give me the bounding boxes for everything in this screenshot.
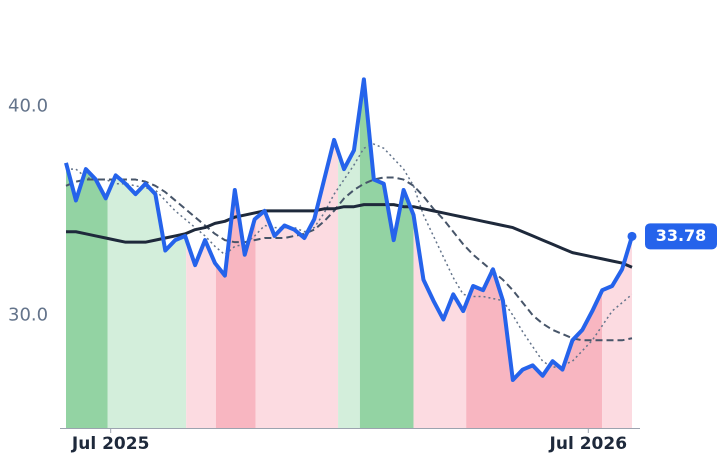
line-solid	[66, 203, 633, 269]
last-point	[627, 231, 637, 241]
line-solid	[64, 77, 634, 382]
region-area	[66, 162, 108, 428]
region-area	[186, 238, 216, 428]
x-tick-label: Jul 2026	[549, 434, 628, 454]
y-tick-label: 30.0	[8, 304, 48, 325]
region-area	[466, 269, 603, 428]
y-tick-label: 40.0	[8, 95, 48, 116]
line-dotted	[66, 143, 633, 369]
region-area	[338, 107, 360, 428]
x-tick-label: Jul 2025	[71, 434, 150, 454]
region-area	[107, 175, 187, 428]
region-area	[215, 189, 256, 428]
value-badge	[645, 223, 717, 250]
region-area	[413, 215, 467, 428]
line-dashed	[65, 176, 633, 342]
region-area	[359, 79, 414, 428]
region-area	[602, 236, 632, 428]
value-badge-label: 33.78	[656, 226, 707, 245]
